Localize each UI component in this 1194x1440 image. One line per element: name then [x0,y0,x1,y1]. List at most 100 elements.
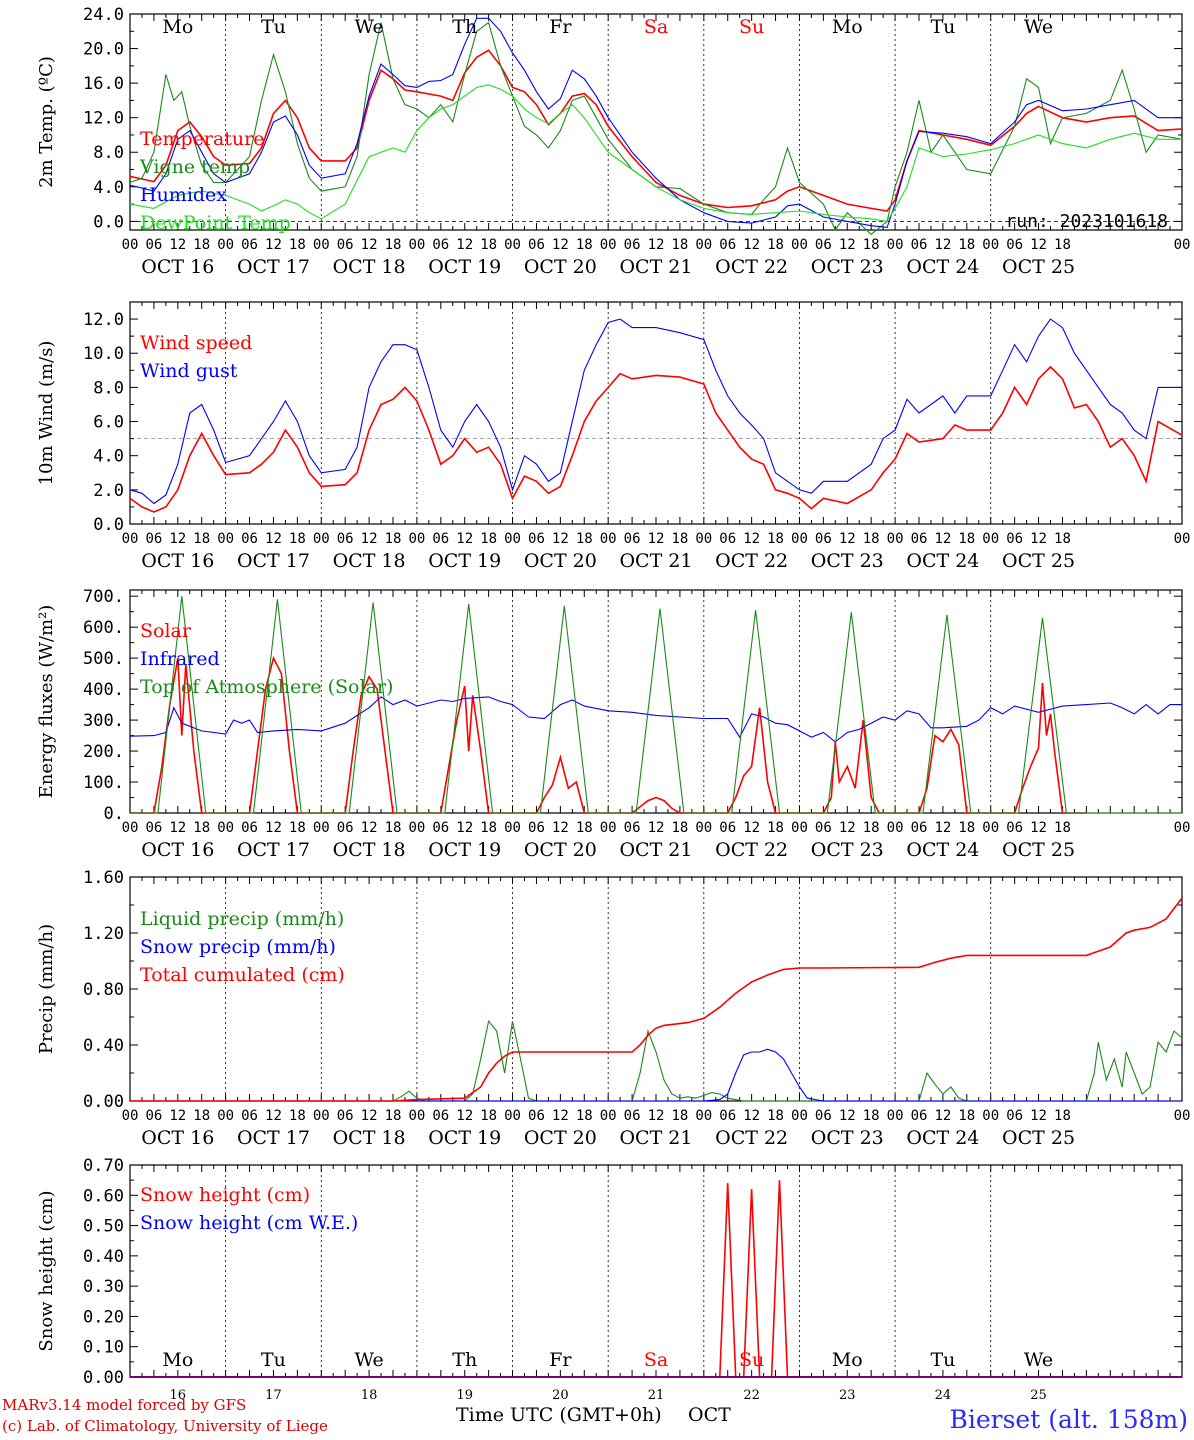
hour-tick-label: 18 [193,531,210,547]
day-number-label: 19 [456,1388,473,1403]
y-tick-label: 0.0 [93,515,124,535]
date-label: OCT 23 [811,256,884,278]
day-number-label: 16 [170,1388,187,1403]
hour-tick-label: 00 [504,1108,521,1124]
y-tick-label: 0.0 [93,212,124,232]
date-label: OCT 21 [619,1127,692,1149]
date-label: OCT 25 [1002,839,1075,861]
hour-tick-label: 06 [719,1108,736,1124]
hour-tick-label: 12 [648,820,665,836]
hour-tick-label: 06 [911,531,928,547]
hour-tick-label: 12 [934,1108,951,1124]
hour-tick-label: 06 [337,531,354,547]
y-tick-label: 0.00 [83,1368,124,1388]
legend-entry: Infrared [140,648,220,670]
y-tick-label: 4.0 [93,447,124,467]
hour-tick-label: 00 [313,820,330,836]
date-label: OCT 20 [524,1127,597,1149]
hour-tick-label: 06 [432,237,449,253]
hour-tick-label: 12 [265,531,282,547]
y-tick-label: 400. [83,680,124,700]
hour-tick-label: 06 [528,820,545,836]
date-label: OCT 24 [906,839,979,861]
hour-tick-label: 12 [743,531,760,547]
hour-tick-label: 06 [1006,1108,1023,1124]
hour-tick-label: 06 [145,1108,162,1124]
hour-tick-label: 18 [480,237,497,253]
y-tick-label: 200. [83,742,124,762]
copyright-credit: (c) Lab. of Climatology, University of L… [2,1417,328,1435]
weekday-label: We [1024,1349,1053,1371]
hour-tick-label: 18 [480,1108,497,1124]
hour-tick-label: 18 [289,820,306,836]
x-axis-label: Time UTC (GMT+0h) [456,1404,662,1426]
y-tick-label: 16.0 [83,74,124,94]
hour-tick-label: 06 [337,237,354,253]
weekday-label: Th [452,1349,477,1371]
date-label: OCT 19 [428,550,501,572]
hour-tick-label: 06 [145,820,162,836]
date-label: OCT 24 [906,1127,979,1149]
y-tick-label: 500. [83,649,124,669]
hour-tick-label: 06 [145,237,162,253]
y-tick-label: 24.0 [83,5,124,25]
hour-tick-label: 12 [839,1108,856,1124]
hour-tick-label: 18 [863,531,880,547]
y-tick-label: 0.80 [83,980,124,1000]
hour-tick-label: 00 [1174,531,1191,547]
hour-tick-label: 06 [145,531,162,547]
hour-tick-label: 00 [600,820,617,836]
y-tick-label: 0.10 [83,1338,124,1358]
date-label: OCT 21 [619,256,692,278]
hour-tick-label: 06 [528,531,545,547]
hour-tick-label: 12 [265,820,282,836]
hour-tick-label: 12 [1030,531,1047,547]
date-label: OCT 19 [428,256,501,278]
hour-tick-label: 18 [671,1108,688,1124]
y-tick-label: 12.0 [83,109,124,129]
panel-frame [129,301,1183,525]
run-annotation: run: 2023101618 [1005,211,1168,232]
y-axis-label: Precip (mm/h) [36,924,57,1054]
hour-tick-label: 18 [1054,237,1071,253]
weekday-label: We [354,1349,383,1371]
hour-tick-label: 00 [504,531,521,547]
hour-tick-label: 00 [791,1108,808,1124]
y-tick-label: 2.0 [93,481,124,501]
y-tick-label: 300. [83,711,124,731]
hour-tick-label: 12 [552,820,569,836]
hour-tick-label: 12 [743,820,760,836]
hour-tick-label: 18 [385,1108,402,1124]
date-label: OCT 21 [619,550,692,572]
hour-tick-label: 06 [911,237,928,253]
hour-tick-label: 12 [456,237,473,253]
hour-tick-label: 06 [719,531,736,547]
panel-frame [129,13,1183,231]
date-label: OCT 20 [524,256,597,278]
date-label: OCT 22 [715,256,788,278]
hour-tick-label: 06 [624,820,641,836]
hour-tick-label: 00 [982,237,999,253]
date-label: OCT 20 [524,839,597,861]
hour-tick-label: 00 [408,531,425,547]
date-label: OCT 20 [524,550,597,572]
date-label: OCT 18 [333,839,406,861]
date-label: OCT 17 [237,256,310,278]
hour-tick-label: 00 [313,531,330,547]
y-tick-label: 700. [83,587,124,607]
hour-tick-label: 06 [241,820,258,836]
hour-tick-label: 18 [863,1108,880,1124]
date-label: OCT 23 [811,839,884,861]
hour-tick-label: 12 [1030,237,1047,253]
hour-tick-label: 18 [1054,531,1071,547]
hour-tick-label: 06 [911,820,928,836]
weekday-label: Fr [549,16,572,38]
hour-tick-label: 06 [719,237,736,253]
y-tick-label: 0.60 [83,1186,124,1206]
hour-tick-label: 18 [958,237,975,253]
day-number-label: 23 [839,1388,856,1403]
hour-tick-label: 00 [217,820,234,836]
hour-tick-label: 00 [1174,1108,1191,1124]
series-wind-0 [129,365,1183,513]
